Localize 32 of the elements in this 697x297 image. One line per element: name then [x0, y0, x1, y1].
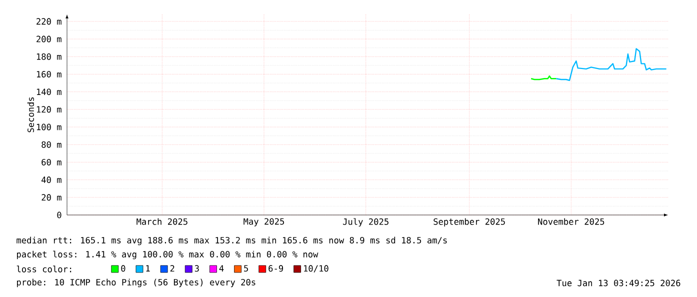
legend-label: 4: [219, 265, 224, 272]
y-tick-label: 140 m: [36, 88, 62, 96]
text: probe: 10 ICMP Echo Pings (56 Bytes) every 20s: [17, 278, 256, 288]
y-tick-label: 20 m: [42, 194, 62, 201]
legend-label: 10/10: [304, 265, 328, 272]
y-tick-label: 60 m: [42, 158, 62, 166]
legend-title: loss color:: [16, 266, 72, 272]
y-tick-label: 40 m: [42, 176, 62, 184]
legend-label: 6-9: [268, 265, 284, 272]
x-tick-label: September 2025: [434, 218, 505, 227]
legend-label: 2: [170, 265, 174, 272]
y-tick-label: 80 m: [42, 141, 62, 148]
x-tick-label: November 2025: [538, 218, 604, 225]
text: Tue Jan 13 03:49:25 2026: [556, 280, 680, 286]
y-tick-label: 200 m: [36, 36, 62, 42]
x-tick-label: July 2025: [342, 218, 388, 227]
x-tick-label: May 2025: [244, 218, 284, 226]
y-axis-title: Seconds: [27, 97, 34, 132]
legend-label: 0: [121, 265, 126, 272]
y-tick-label: 160 m: [36, 70, 62, 78]
y-tick-label: 100 m: [36, 124, 62, 130]
text: packet loss: 1.41 % avg 100.00 % max 0.00 % min 0.00 % now: [17, 250, 318, 260]
line-series: [556, 48, 667, 81]
y-tick-label: 120 m: [36, 106, 62, 113]
y-tick-label: 220 m: [36, 18, 62, 25]
legend-label: 1: [146, 265, 150, 272]
x-tick-label: March 2025: [136, 218, 188, 225]
legend-label: 3: [194, 265, 199, 272]
y-tick-label: 180 m: [36, 53, 62, 60]
text: median rtt: 165.1 ms avg 188.6 ms max 153.2 ms min 165.6 ms now 8.9 ms sd 18.5 am/s: [16, 236, 447, 246]
y-tick-label: 0: [57, 212, 62, 218]
legend-label: 5: [244, 265, 248, 272]
